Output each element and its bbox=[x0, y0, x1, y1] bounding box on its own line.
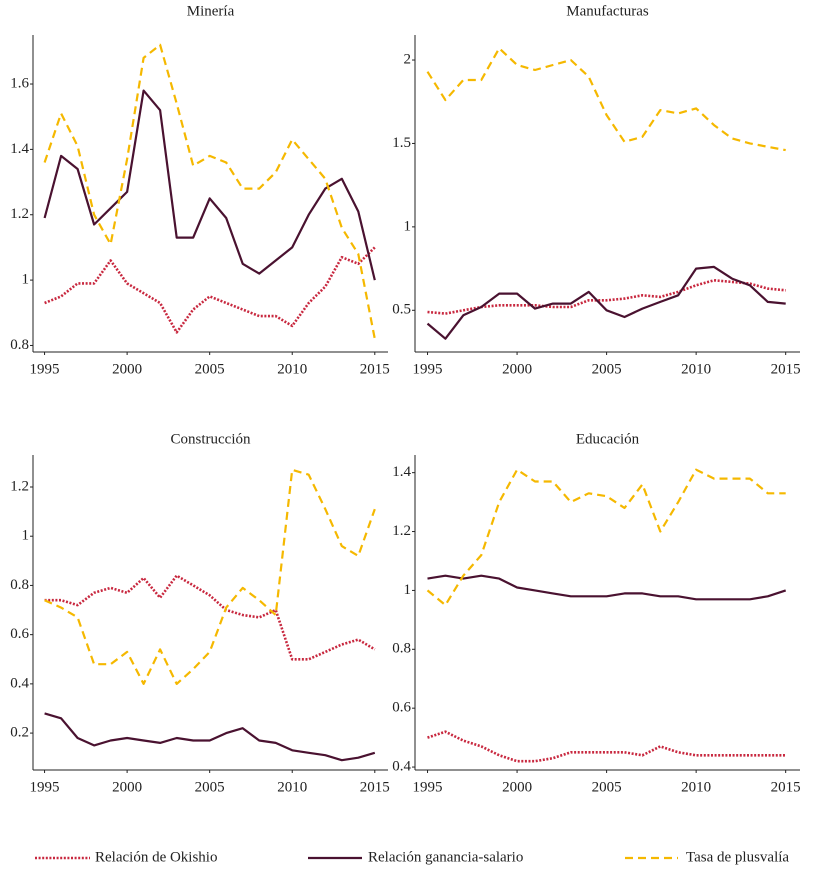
y-tick-label: 0.4 bbox=[392, 758, 411, 774]
series-line bbox=[44, 246, 376, 334]
x-tick-label: 1995 bbox=[413, 779, 443, 795]
series-line bbox=[44, 468, 376, 685]
series-line bbox=[427, 279, 786, 315]
y-tick-label: 0.8 bbox=[10, 337, 29, 353]
series-line bbox=[427, 574, 787, 601]
x-tick-label: 1995 bbox=[413, 361, 443, 377]
x-tick-label: 2015 bbox=[360, 361, 390, 377]
y-tick-label: 0.6 bbox=[10, 626, 29, 642]
panel-title: Construcción bbox=[171, 431, 251, 447]
x-tick-label: 2015 bbox=[360, 779, 390, 795]
x-tick-label: 2010 bbox=[277, 361, 307, 377]
x-tick-label: 2010 bbox=[681, 361, 711, 377]
x-tick-label: 1995 bbox=[30, 779, 60, 795]
y-tick-label: 0.4 bbox=[10, 675, 29, 691]
y-tick-label: 2 bbox=[404, 51, 412, 67]
y-tick-label: 0.8 bbox=[10, 577, 29, 593]
x-tick-label: 2010 bbox=[277, 779, 307, 795]
series-line bbox=[426, 468, 786, 607]
x-tick-label: 2000 bbox=[112, 361, 142, 377]
y-tick-label: 0.5 bbox=[392, 302, 411, 318]
y-tick-label: 1 bbox=[404, 218, 412, 234]
y-tick-label: 1.4 bbox=[10, 141, 29, 157]
legend-label: Relación de Okishio bbox=[95, 849, 217, 865]
y-tick-label: 1.5 bbox=[392, 135, 411, 151]
y-tick-label: 1.2 bbox=[392, 523, 411, 539]
series-line bbox=[44, 574, 376, 661]
x-tick-label: 2005 bbox=[592, 361, 622, 377]
x-tick-label: 2015 bbox=[771, 361, 801, 377]
series-line bbox=[43, 89, 376, 281]
series-line bbox=[43, 43, 376, 340]
x-tick-label: 2000 bbox=[502, 779, 532, 795]
y-tick-label: 0.8 bbox=[392, 641, 411, 657]
legend-label: Relación ganancia-salario bbox=[368, 849, 523, 865]
x-tick-label: 2005 bbox=[195, 779, 225, 795]
legend-label: Tasa de plusvalía bbox=[686, 849, 789, 865]
series-line bbox=[426, 47, 786, 152]
panel-title: Educación bbox=[576, 431, 640, 447]
y-tick-label: 1 bbox=[404, 582, 412, 598]
x-tick-label: 2015 bbox=[771, 779, 801, 795]
series-line bbox=[426, 265, 786, 340]
series-line bbox=[427, 730, 786, 763]
y-tick-label: 1 bbox=[22, 528, 30, 544]
y-tick-label: 1.4 bbox=[392, 464, 411, 480]
panel-title: Minería bbox=[187, 3, 235, 19]
y-tick-label: 0.2 bbox=[10, 725, 29, 741]
x-tick-label: 1995 bbox=[30, 361, 60, 377]
y-tick-label: 1 bbox=[22, 272, 30, 288]
y-tick-label: 1.6 bbox=[10, 75, 29, 91]
y-tick-label: 0.6 bbox=[392, 700, 411, 716]
x-tick-label: 2000 bbox=[502, 361, 532, 377]
x-tick-label: 2005 bbox=[592, 779, 622, 795]
y-tick-label: 1.2 bbox=[10, 478, 29, 494]
y-tick-label: 1.2 bbox=[10, 206, 29, 222]
x-tick-label: 2010 bbox=[681, 779, 711, 795]
panel-title: Manufacturas bbox=[566, 3, 649, 19]
x-tick-label: 2000 bbox=[112, 779, 142, 795]
x-tick-label: 2005 bbox=[195, 361, 225, 377]
series-line bbox=[44, 712, 376, 762]
